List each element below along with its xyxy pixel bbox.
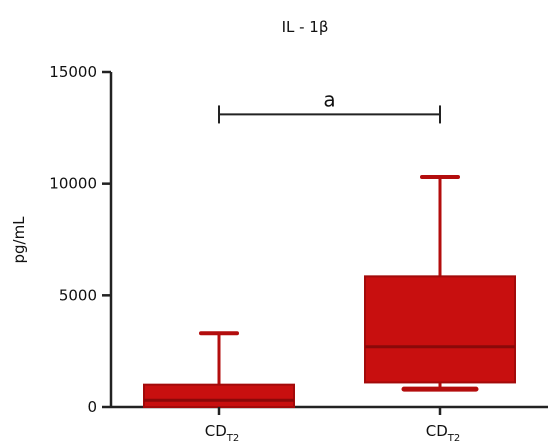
category-subscript: T2 [447,433,460,444]
box-iqr [143,383,295,408]
chart-title: IL - 1β [282,18,329,36]
y-tick-label: 0 [87,398,97,416]
significance-label: a [323,87,335,111]
x-category-label: CDT2 [426,422,461,444]
boxes [143,174,516,408]
box-group [364,174,516,392]
y-tick-label: 10000 [49,175,97,193]
y-tick-label: 15000 [49,63,97,81]
y-tick-label: 5000 [59,286,97,304]
box-group [143,331,295,408]
category-base: CD [205,422,227,440]
box-iqr [364,275,516,384]
y-ticks: 0 5000 10000 15000 [49,63,111,416]
category-base: CD [426,422,448,440]
x-category-label: CDT2 [205,422,240,444]
category-subscript: T2 [226,433,239,444]
significance-bracket: a [218,87,441,124]
x-category-labels: CDT2 CDT2 [205,407,461,444]
y-axis-label: pg/mL [10,216,28,264]
